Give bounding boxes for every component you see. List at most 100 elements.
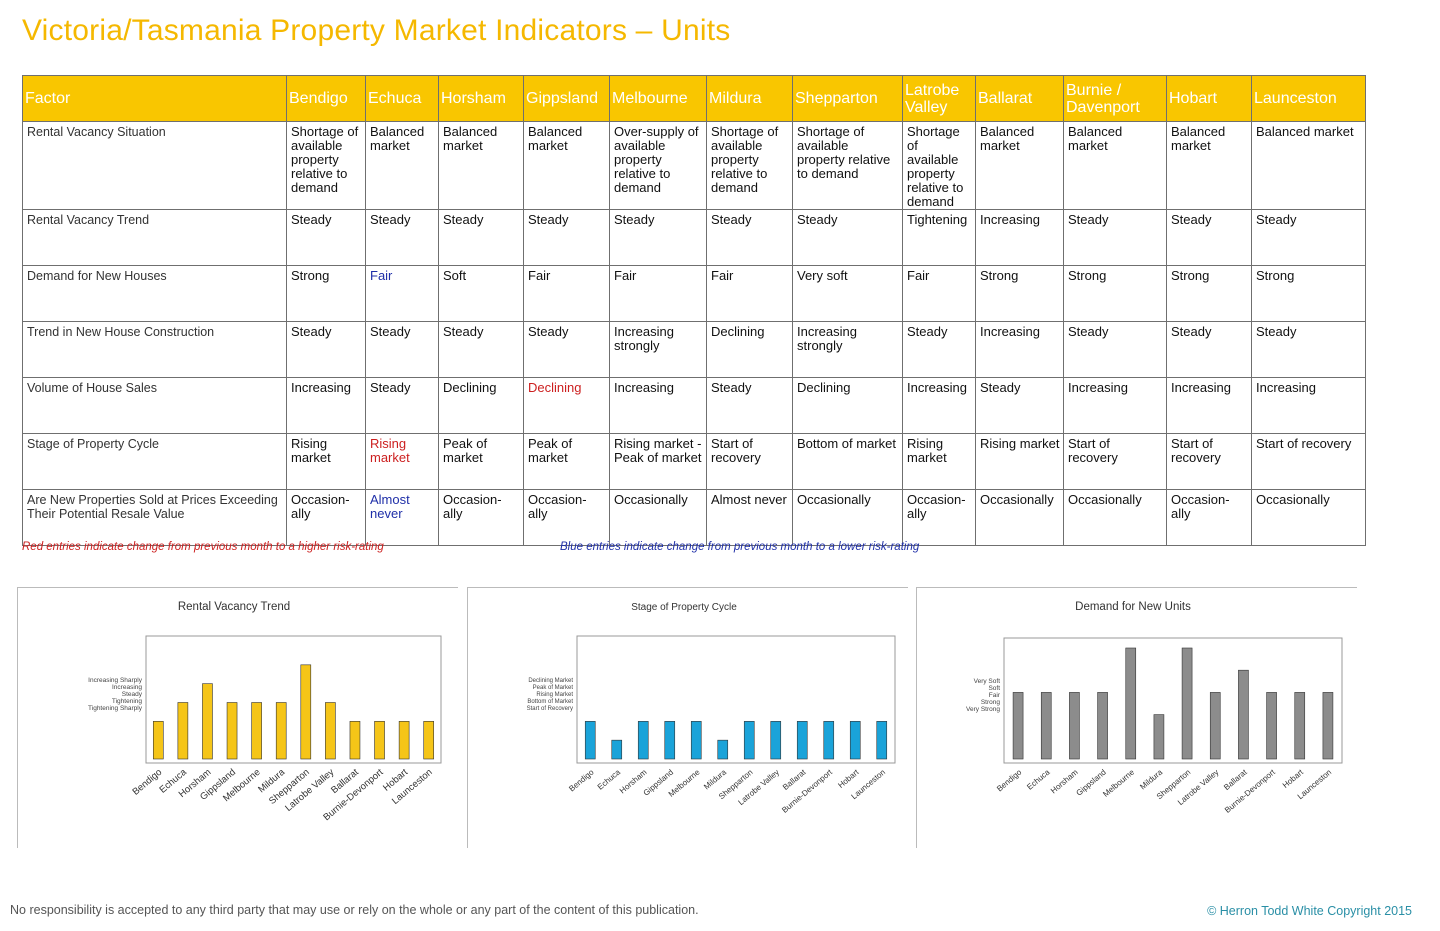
header-region: Melbourne: [609, 75, 707, 122]
indicator-cell: Occasionally: [1063, 489, 1167, 546]
indicator-cell: Rising market: [365, 433, 439, 490]
header-region: Burnie / Davenport: [1063, 75, 1167, 122]
indicator-cell: Occasionally: [609, 489, 707, 546]
indicator-cell: Increasing: [1166, 377, 1252, 434]
indicator-cell: Steady: [286, 209, 366, 266]
table-row: Are New Properties Sold at Prices Exceed…: [22, 489, 1366, 546]
bar: [1238, 669, 1249, 760]
bar: [584, 721, 596, 760]
bar: [876, 721, 888, 760]
category-label: Hobart: [1281, 767, 1306, 790]
indicator-cell: Balanced market: [1251, 121, 1366, 210]
y-tick-label: Very Soft: [974, 678, 1001, 685]
indicator-cell: Increasing: [975, 321, 1064, 378]
category-label: Bendigo: [567, 767, 596, 793]
indicator-cell: Declining: [792, 377, 903, 434]
chart-svg: Rental Vacancy TrendBendigoEchucaHorsham…: [88, 601, 442, 823]
indicator-cell: Declining: [523, 377, 610, 434]
indicator-cell: Bottom of market: [792, 433, 903, 490]
indicator-cell: Increasing: [1251, 377, 1366, 434]
indicator-cell: Occasion-ally: [1166, 489, 1252, 546]
indicator-cell: Increasing strongly: [609, 321, 707, 378]
indicator-cell: Steady: [1251, 209, 1366, 266]
y-tick-label: Peak of Market: [533, 685, 574, 691]
y-tick-label: Tightening Sharply: [88, 705, 143, 712]
indicator-cell: Occasionally: [975, 489, 1064, 546]
indicator-cell: Fair: [609, 265, 707, 322]
bar: [202, 683, 213, 760]
red-legend-note: Red entries indicate change from previou…: [22, 541, 384, 553]
y-tick-label: Bottom of Market: [527, 699, 573, 705]
indicator-cell: Steady: [1166, 321, 1252, 378]
indicator-cell: Steady: [902, 321, 976, 378]
indicator-cell: Occasion-ally: [286, 489, 366, 546]
indicator-cell: Rising market: [975, 433, 1064, 490]
page-title: Victoria/Tasmania Property Market Indica…: [22, 14, 731, 47]
indicator-cell: Declining: [706, 321, 793, 378]
bar: [374, 721, 385, 760]
indicator-cell: Steady: [975, 377, 1064, 434]
indicator-cell: Peak of market: [523, 433, 610, 490]
indicator-cell: Shortage of available property relative …: [286, 121, 366, 210]
indicator-cell: Fair: [706, 265, 793, 322]
indicator-cell: Steady: [286, 321, 366, 378]
header-region: Gippsland: [523, 75, 610, 122]
indicator-cell: Increasing: [1063, 377, 1167, 434]
indicator-cell: Peak of market: [438, 433, 524, 490]
factor-cell: Are New Properties Sold at Prices Exceed…: [22, 489, 287, 546]
indicator-cell: Very soft: [792, 265, 903, 322]
category-label: Mildura: [1138, 767, 1164, 791]
indicator-cell: Start of recovery: [706, 433, 793, 490]
indicator-cell: Strong: [286, 265, 366, 322]
bar: [152, 721, 164, 760]
table-row: Demand for New Houses Strong Fair Soft Fair F…: [22, 265, 1366, 322]
indicator-cell: Steady: [523, 321, 610, 378]
table-header-row: Factor Bendigo Echuca Horsham Gippsland Melbo…: [22, 75, 1366, 122]
bar: [849, 721, 861, 760]
bar: [611, 739, 623, 760]
bar: [717, 739, 729, 760]
bar: [1097, 692, 1108, 760]
indicator-cell: Occasionally: [792, 489, 903, 546]
bar: [823, 721, 835, 760]
indicator-cell: Shortage of available property relative …: [902, 121, 976, 210]
bar: [1266, 692, 1277, 760]
indicator-cell: Soft: [438, 265, 524, 322]
bar: [664, 721, 676, 760]
indicator-cell: Steady: [706, 377, 793, 434]
y-tick-label: Steady: [122, 691, 143, 698]
stage-of-property-cycle-chart: Stage of Property Cycle Bendigo Echuca Hors…: [467, 587, 908, 848]
y-tick-label: Start of Recovery: [527, 706, 573, 712]
indicator-cell: Rising market: [286, 433, 366, 490]
y-tick-label: Increasing: [112, 684, 142, 691]
bar: [1322, 692, 1334, 760]
y-tick-label: Fair: [989, 692, 1001, 699]
indicator-cell: Start of recovery: [1166, 433, 1252, 490]
indicator-cell: Increasing: [609, 377, 707, 434]
indicator-cell: Start of recovery: [1063, 433, 1167, 490]
header-region: Horsham: [438, 75, 524, 122]
bar: [349, 721, 361, 760]
indicator-cell: Balanced market: [365, 121, 439, 210]
chart-title: Demand for New Units: [1075, 601, 1191, 613]
bar: [1294, 692, 1306, 760]
indicator-cell: Occasion-ally: [902, 489, 976, 546]
bar: [1040, 692, 1052, 760]
header-region: Shepparton: [792, 75, 903, 122]
bar: [275, 702, 287, 760]
bar: [1153, 714, 1165, 760]
bar: [1069, 692, 1080, 760]
indicator-cell: Balanced market: [1166, 121, 1252, 210]
indicator-cell: Shortage of available property relative …: [792, 121, 903, 210]
indicator-cell: Steady: [792, 209, 903, 266]
bar: [177, 702, 189, 760]
indicator-cell: Steady: [1166, 209, 1252, 266]
indicator-cell: Almost never: [706, 489, 793, 546]
indicator-cell: Occasionally: [1251, 489, 1366, 546]
bar: [325, 702, 336, 760]
indicator-cell: Occasion-ally: [523, 489, 610, 546]
y-tick-label: Increasing Sharply: [88, 677, 143, 684]
indicator-cell: Increasing: [902, 377, 976, 434]
indicator-cell: Steady: [706, 209, 793, 266]
